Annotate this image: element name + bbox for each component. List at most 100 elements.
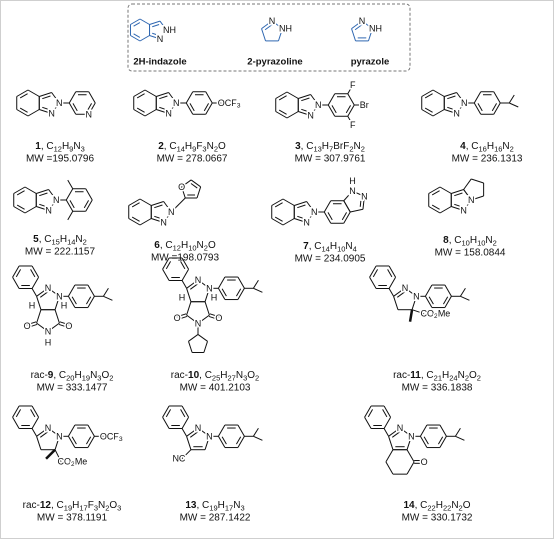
bond xyxy=(31,288,38,297)
atom-label: N xyxy=(460,206,467,216)
atom-label: N xyxy=(349,186,356,196)
text-run: 9 xyxy=(192,144,196,153)
text-run: , C xyxy=(164,141,177,152)
bond xyxy=(454,428,461,437)
text-run: H xyxy=(181,240,188,251)
compound-number: 5 xyxy=(33,234,39,245)
bond xyxy=(24,186,37,194)
bond xyxy=(65,199,74,212)
bond xyxy=(388,288,395,297)
bond xyxy=(26,321,37,326)
text-run: H xyxy=(45,337,52,347)
compound-formula: , C12H10N2O xyxy=(160,240,216,253)
bond xyxy=(406,436,412,450)
atom-label: NH xyxy=(279,24,292,34)
bond xyxy=(36,309,42,324)
text-run: N xyxy=(168,207,175,217)
atom-label: N xyxy=(311,207,318,217)
bond xyxy=(439,186,452,194)
bond xyxy=(144,89,157,97)
bond xyxy=(463,178,472,190)
bond xyxy=(411,309,425,315)
bond xyxy=(12,416,20,429)
atom-label: H xyxy=(45,337,52,347)
bond xyxy=(186,314,199,324)
molecular-weight: MW = 378.1191 xyxy=(37,513,108,524)
bond xyxy=(67,211,74,221)
compound-formula: , C21H24N2O2 xyxy=(421,370,481,383)
atom-label: N xyxy=(402,283,409,293)
atom-label: N xyxy=(157,34,164,44)
atom-label: N xyxy=(48,109,55,119)
bond xyxy=(58,323,69,329)
bond xyxy=(31,265,40,278)
bond xyxy=(327,93,336,106)
bond xyxy=(204,301,210,316)
bond xyxy=(133,33,141,38)
bond xyxy=(354,24,363,31)
bond xyxy=(252,428,259,437)
text-run: N xyxy=(353,141,360,152)
bond xyxy=(278,109,287,115)
text-run: N xyxy=(53,195,60,205)
molecular-weight: MW = 307.9761 xyxy=(295,154,366,165)
atom-label: OCF3 xyxy=(100,431,123,442)
bond xyxy=(68,102,77,115)
bond xyxy=(327,212,333,221)
bond xyxy=(152,32,160,36)
bond xyxy=(36,206,49,211)
text-run: 19 xyxy=(82,373,90,382)
text-run: N xyxy=(75,234,82,245)
compound-formula: , C20H19N3O2 xyxy=(53,370,113,383)
atom-label: N xyxy=(453,109,460,119)
bond xyxy=(297,204,306,209)
text-run: N xyxy=(413,291,420,301)
bond xyxy=(282,198,295,206)
text-run: 2 xyxy=(105,503,109,512)
bond xyxy=(15,409,22,418)
bond xyxy=(477,103,483,112)
bond xyxy=(264,24,273,31)
bond xyxy=(181,405,190,418)
text-run: O xyxy=(218,141,226,152)
compound-formula: , C19H17F3N2O3 xyxy=(51,500,121,513)
text-run: N xyxy=(315,100,322,110)
bond xyxy=(424,284,433,297)
bond xyxy=(27,109,40,117)
bond xyxy=(36,189,49,194)
text-run: 7 xyxy=(329,144,333,153)
atom-label: N xyxy=(303,218,310,228)
text-run: N xyxy=(206,283,213,293)
text-run: N xyxy=(397,423,404,433)
bond xyxy=(347,84,354,94)
text-run: 2 xyxy=(71,461,75,468)
bond xyxy=(181,179,192,188)
compound-number: 7 xyxy=(303,241,309,252)
bond xyxy=(68,91,77,104)
bond xyxy=(364,405,372,418)
bond xyxy=(133,22,141,27)
bond xyxy=(275,91,288,99)
text-run: N xyxy=(90,370,97,381)
text-run: 25 xyxy=(212,373,220,382)
text-run: 2 xyxy=(459,503,463,512)
text-run: 2 xyxy=(214,144,218,153)
text-run: N xyxy=(195,318,202,328)
text-run: 10 xyxy=(337,244,345,253)
compound-number: 6 xyxy=(154,240,160,251)
text-run: , C xyxy=(39,234,52,245)
bond xyxy=(151,218,164,223)
bond xyxy=(271,198,284,206)
text-run: H xyxy=(62,141,69,152)
compound-number: 12 xyxy=(40,500,52,511)
bond xyxy=(39,203,48,208)
text-run: N xyxy=(86,109,93,119)
text-run: , C xyxy=(53,370,66,381)
bond xyxy=(72,103,78,112)
text-run: N xyxy=(468,195,475,205)
bond xyxy=(67,424,76,437)
bond xyxy=(12,265,20,278)
text-run: F xyxy=(350,120,356,130)
bond xyxy=(71,436,77,445)
compound-caption: 8, C10H10N2 xyxy=(443,235,497,248)
